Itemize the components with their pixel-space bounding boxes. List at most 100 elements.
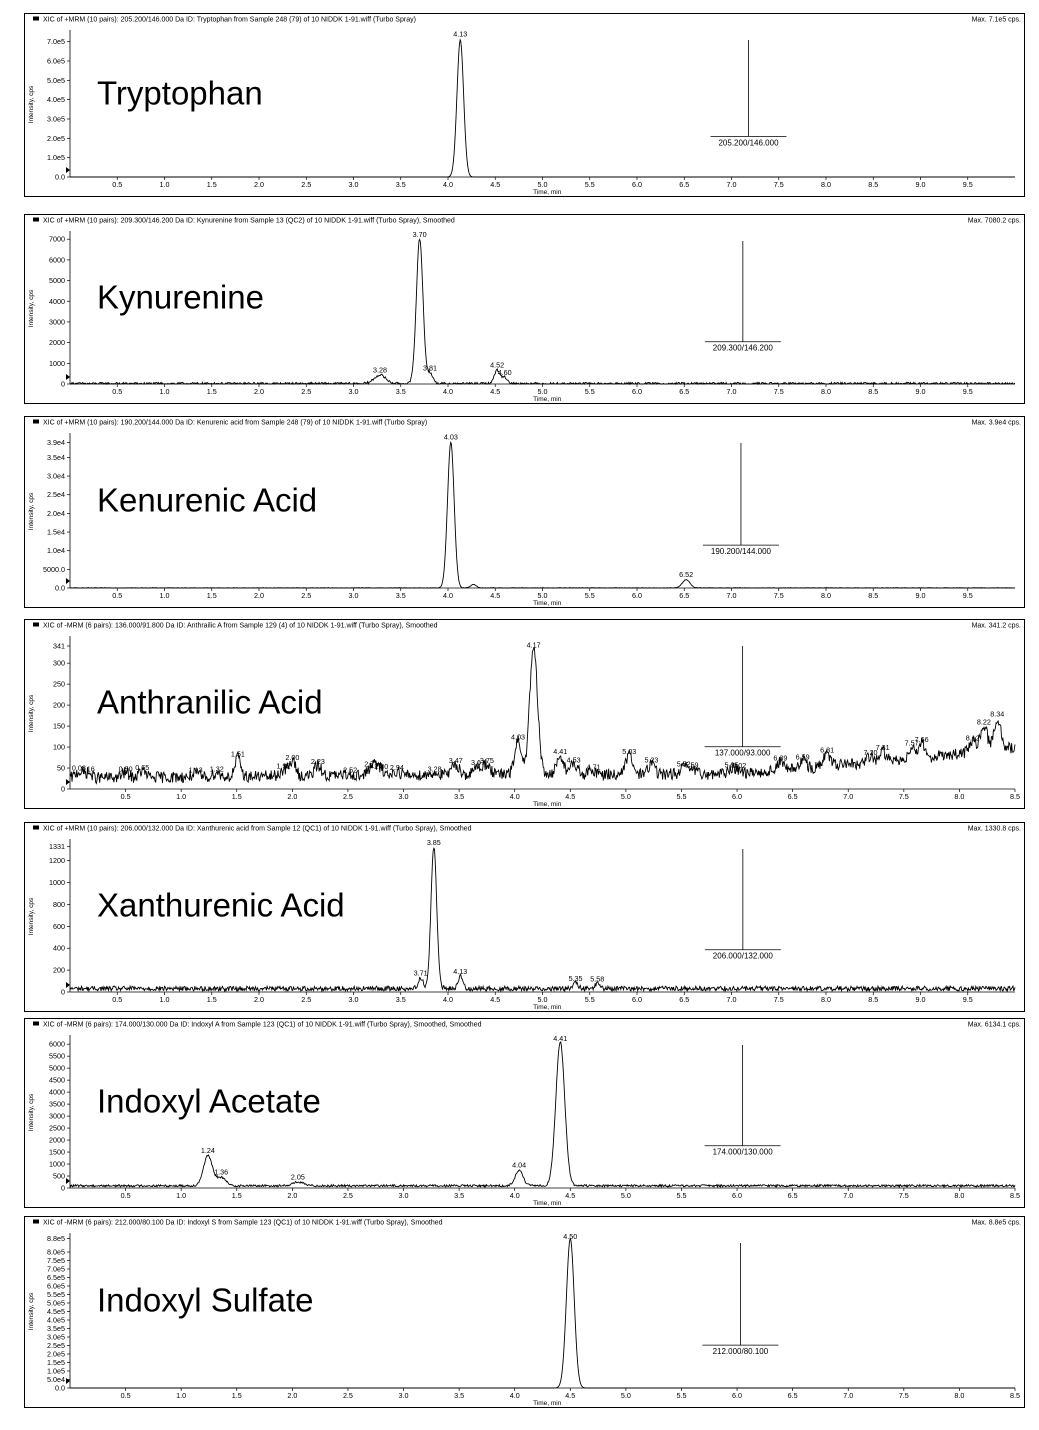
x-tick-label: 3.0: [349, 995, 359, 1004]
x-tick-label: 5.5: [585, 995, 595, 1004]
chromatogram-trace: [69, 1041, 1016, 1189]
peak-label: 2.05: [291, 1172, 305, 1181]
x-tick-label: 7.0: [727, 180, 737, 189]
x-tick-label: 7.0: [843, 792, 853, 801]
x-tick-label: 4.0: [443, 180, 453, 189]
x-tick-label: 2.5: [301, 995, 311, 1004]
y-tick-label: 200: [53, 701, 65, 710]
peak-label: 8.22: [977, 718, 991, 727]
x-tick-label: 1.5: [232, 792, 242, 801]
chromatogram-svg: XIC of +MRM (10 pairs): 209.300/146.200 …: [28, 217, 1021, 403]
peak-label: 0.08: [72, 763, 86, 772]
peak-label: 2.00: [285, 753, 299, 762]
x-tick-label: 9.0: [916, 995, 926, 1004]
chromatogram-svg: XIC of +MRM (10 pairs): 206.000/132.000 …: [28, 825, 1021, 1011]
axis-arrow: [66, 167, 70, 173]
y-tick-label: 100: [53, 743, 65, 752]
x-tick-label: 1.5: [207, 180, 217, 189]
x-axis-label: Time, min: [533, 1200, 562, 1207]
x-tick-label: 8.5: [868, 180, 878, 189]
x-tick-label: 2.5: [301, 591, 311, 600]
x-tick-label: 1.0: [176, 1191, 186, 1200]
x-tick-label: 3.5: [396, 387, 406, 396]
header-text: XIC of -MRM (6 pairs): 174.000/130.000 D…: [43, 1022, 482, 1029]
transition-label: 205.200/146.000: [718, 138, 779, 147]
x-tick-label: 3.5: [454, 1391, 464, 1400]
header-marker: [33, 16, 39, 21]
y-tick-label: 3.5e4: [47, 453, 65, 462]
x-tick-label: 8.0: [821, 387, 831, 396]
compound-name: Kenurenic Acid: [97, 482, 317, 519]
compound-name: Indoxyl Sulfate: [97, 1282, 313, 1319]
header-text: XIC of +MRM (10 pairs): 205.200/146.000 …: [43, 17, 416, 24]
y-axis-label: Intensity, cps: [28, 85, 35, 123]
axis-arrow: [66, 1178, 70, 1184]
x-tick-label: 5.5: [676, 1391, 686, 1400]
y-tick-label: 1.5e5: [47, 1358, 65, 1367]
peak-label: 6.39: [773, 754, 787, 763]
chromatogram-trace: [69, 647, 1016, 785]
x-tick-label: 3.0: [399, 1191, 409, 1200]
x-tick-label: 1.5: [232, 1191, 242, 1200]
peak-label: 4.17: [527, 640, 541, 649]
header-text: XIC of -MRM (6 pairs): 212.000/80.100 Da…: [43, 1220, 443, 1227]
x-tick-label: 6.5: [679, 387, 689, 396]
y-tick-label: 400: [53, 944, 65, 953]
x-tick-label: 8.5: [868, 387, 878, 396]
x-tick-label: 4.0: [510, 792, 520, 801]
x-tick-label: 7.0: [727, 995, 737, 1004]
y-tick-label: 3000: [49, 317, 65, 326]
panel-tryptophan: XIC of +MRM (10 pairs): 205.200/146.000 …: [24, 13, 1025, 197]
x-tick-label: 2.0: [254, 387, 264, 396]
y-tick-label: 5.0e5: [47, 76, 65, 85]
y-tick-label: 2500: [49, 1124, 65, 1133]
peak-label: 2.52: [343, 765, 357, 774]
header-marker: [33, 1021, 39, 1026]
y-tick-label: 2.5e4: [47, 490, 65, 499]
y-tick-label: 8.8e5: [47, 1234, 65, 1243]
header-marker: [33, 825, 39, 830]
x-tick-label: 5.0: [621, 1191, 631, 1200]
peak-label: 0.50: [119, 764, 133, 773]
x-tick-label: 7.0: [727, 387, 737, 396]
x-tick-label: 7.5: [774, 387, 784, 396]
x-tick-label: 7.5: [899, 1191, 909, 1200]
y-tick-label: 6000: [49, 1040, 65, 1049]
chromatogram-svg: XIC of +MRM (10 pairs): 205.200/146.000 …: [28, 16, 1021, 196]
peak-label: 3.71: [414, 968, 428, 977]
x-tick-label: 3.5: [454, 1191, 464, 1200]
peak-label: 5.52: [677, 759, 691, 768]
y-tick-label: 800: [53, 900, 65, 909]
x-tick-label: 5.0: [621, 792, 631, 801]
max-intensity-label: Max. 7.1e5 cps.: [972, 17, 1021, 24]
peak-label: 3.28: [428, 765, 442, 774]
peak-label: 1.92: [276, 762, 290, 771]
chromatogram-trace: [70, 1237, 1015, 1389]
y-tick-label: 3500: [49, 1100, 65, 1109]
x-tick-label: 1.0: [160, 995, 170, 1004]
axis-arrow: [66, 578, 70, 584]
peak-label: 5.95: [725, 761, 739, 770]
x-tick-label: 2.0: [254, 995, 264, 1004]
axis-arrow: [66, 374, 70, 380]
y-axis-label: Intensity, cps: [28, 289, 35, 327]
y-tick-label: 7000: [49, 235, 65, 244]
peak-label: 2.80: [374, 762, 388, 771]
y-tick-label: 8.0e5: [47, 1248, 65, 1257]
peak-label: 4.41: [553, 1034, 567, 1043]
transition-label: 206.000/132.000: [713, 952, 774, 961]
x-tick-label: 8.5: [1010, 792, 1020, 801]
y-tick-label: 200: [53, 966, 65, 975]
peak-label: 0.65: [135, 763, 149, 772]
y-tick-label: 1.0e4: [47, 546, 65, 555]
peak-label: 4.03: [511, 733, 525, 742]
x-tick-label: 1.0: [160, 180, 170, 189]
x-tick-label: 0.5: [121, 792, 131, 801]
x-tick-label: 8.0: [954, 1391, 964, 1400]
x-tick-label: 7.5: [774, 180, 784, 189]
y-tick-label: 2000: [49, 1136, 65, 1145]
x-tick-label: 3.0: [349, 180, 359, 189]
header-text: XIC of -MRM (6 pairs): 136.000/91.800 Da…: [43, 623, 438, 630]
chromatogram-trace: [69, 238, 1016, 386]
